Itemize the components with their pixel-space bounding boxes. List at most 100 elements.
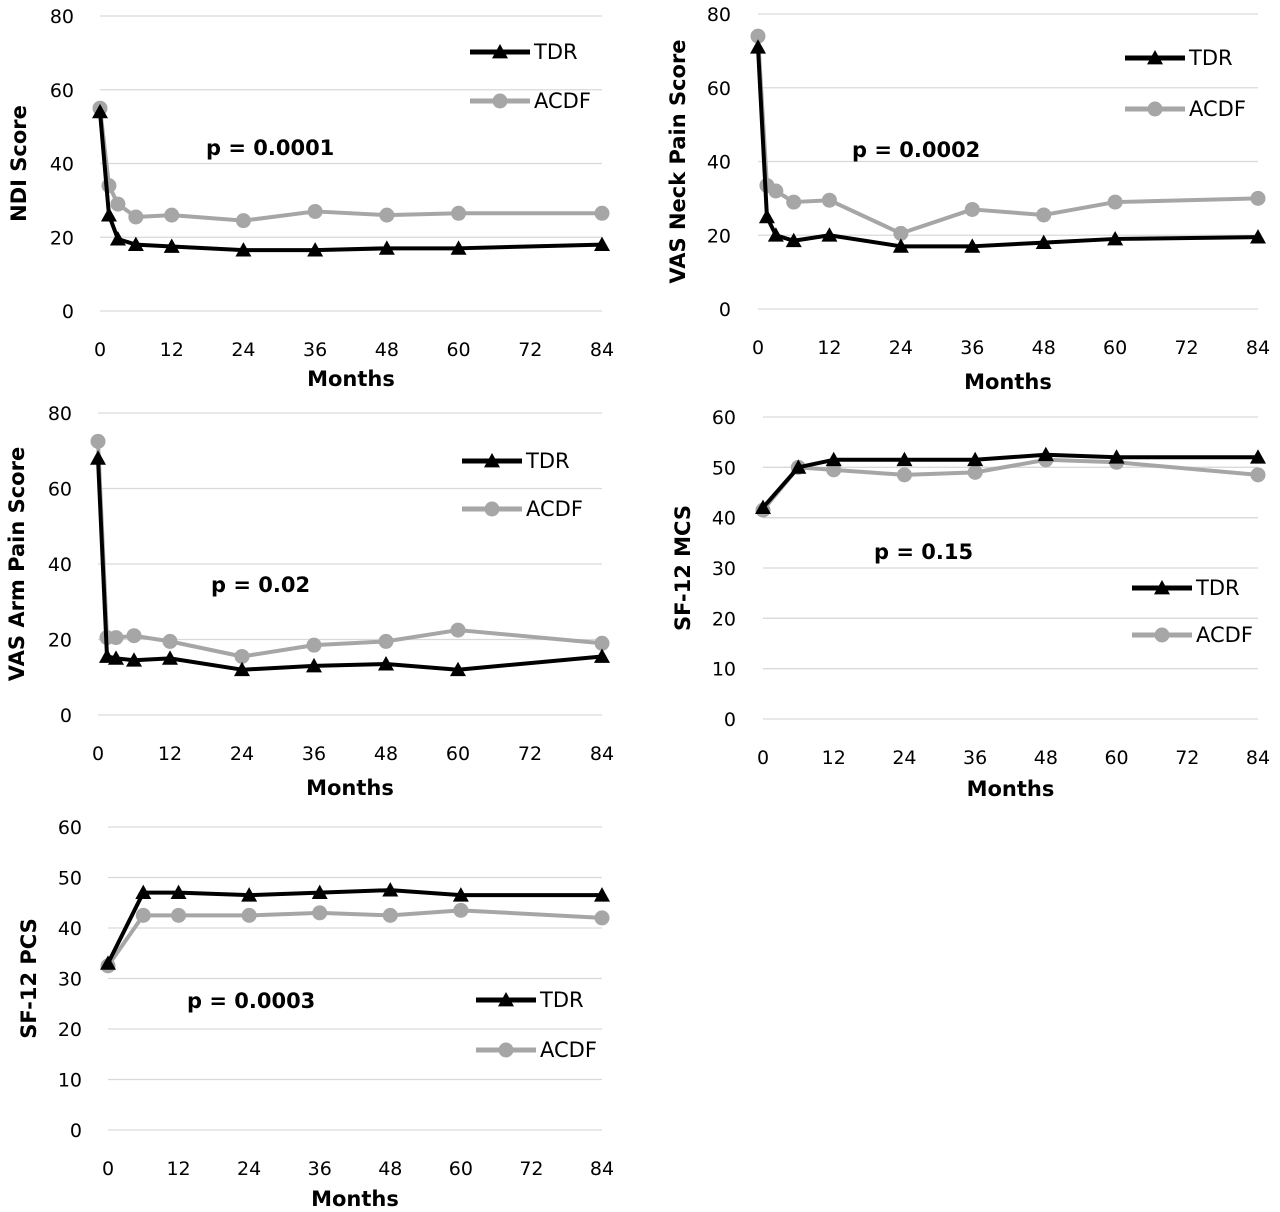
data-point-tdr xyxy=(108,650,124,665)
p-value-annotation: p = 0.0001 xyxy=(206,136,334,160)
y-axis-title: VAS Neck Pain Score xyxy=(666,39,690,283)
legend-label-tdr: TDR xyxy=(539,988,584,1012)
p-value-annotation: p = 0.15 xyxy=(874,540,973,564)
y-tick-label: 60 xyxy=(707,78,731,100)
x-tick-label: 60 xyxy=(1104,747,1128,769)
y-tick-label: 10 xyxy=(712,659,736,681)
y-tick-label: 50 xyxy=(58,868,82,890)
y-tick-label: 0 xyxy=(719,299,731,321)
data-point-acdf xyxy=(768,183,784,199)
legend-marker-acdf xyxy=(1154,627,1170,643)
chart-panel-2: 0 20 40 60 80 0 12 24 36 48 60 72 84 Months VAS Neck P… xyxy=(666,4,1270,394)
data-point-tdr xyxy=(1107,230,1124,246)
legend-marker-acdf xyxy=(484,501,500,517)
data-point-acdf xyxy=(594,635,610,651)
x-tick-label: 0 xyxy=(92,743,104,765)
y-tick-label: 80 xyxy=(48,403,72,425)
data-point-tdr xyxy=(1108,449,1125,464)
data-point-acdf xyxy=(128,209,144,225)
data-point-tdr xyxy=(135,884,152,900)
data-point-tdr xyxy=(896,451,913,467)
data-point-acdf xyxy=(786,194,802,210)
x-tick-label: 72 xyxy=(1174,337,1198,359)
x-tick-label: 84 xyxy=(590,339,614,361)
data-point-acdf xyxy=(750,28,766,44)
data-point-tdr xyxy=(127,236,144,252)
p-value-annotation: p = 0.0003 xyxy=(187,989,315,1013)
data-point-acdf xyxy=(893,225,909,241)
x-tick-label: 48 xyxy=(1032,337,1056,359)
data-point-acdf xyxy=(110,196,126,212)
legend-label-tdr: TDR xyxy=(1195,576,1240,600)
legend-label-acdf: ACDF xyxy=(1196,623,1253,647)
y-tick-label: 40 xyxy=(48,554,72,576)
x-tick-label: 24 xyxy=(889,337,913,359)
y-tick-label: 60 xyxy=(50,80,74,102)
y-tick-label: 0 xyxy=(70,1120,82,1142)
x-tick-label: 48 xyxy=(378,1158,402,1180)
data-point-tdr xyxy=(378,240,395,255)
legend-label-acdf: ACDF xyxy=(540,1038,597,1062)
legend-label-tdr: TDR xyxy=(533,40,578,64)
legend-marker-acdf xyxy=(498,1042,514,1058)
series-line-tdr xyxy=(756,47,1259,249)
data-point-tdr xyxy=(126,652,142,667)
data-point-tdr xyxy=(758,208,775,224)
y-axis-title: SF-12 PCS xyxy=(17,918,41,1038)
data-point-acdf xyxy=(126,628,142,644)
x-tick-label: 60 xyxy=(446,743,470,765)
legend-label-tdr: TDR xyxy=(525,449,570,473)
data-point-tdr xyxy=(1250,229,1266,244)
data-point-acdf xyxy=(108,630,124,646)
legend-label-acdf: ACDF xyxy=(1189,97,1246,121)
data-point-acdf xyxy=(101,178,117,194)
y-tick-label: 10 xyxy=(58,1070,82,1092)
x-tick-label: 48 xyxy=(374,743,398,765)
y-tick-label: 40 xyxy=(50,154,74,176)
data-point-tdr xyxy=(450,661,466,677)
y-tick-label: 80 xyxy=(50,6,74,28)
x-tick-label: 84 xyxy=(590,743,614,765)
x-tick-label: 12 xyxy=(166,1158,190,1180)
y-tick-label: 80 xyxy=(707,4,731,26)
x-axis-title: Months xyxy=(306,776,394,800)
x-tick-label: 48 xyxy=(375,339,399,361)
series-line-acdf xyxy=(98,107,602,223)
x-axis-title: Months xyxy=(311,1187,399,1211)
data-point-tdr xyxy=(99,648,115,663)
data-point-acdf xyxy=(234,648,250,664)
data-point-acdf xyxy=(171,907,187,923)
data-point-tdr xyxy=(790,459,807,474)
data-point-acdf xyxy=(450,622,466,638)
x-tick-label: 12 xyxy=(158,743,182,765)
data-point-tdr xyxy=(235,242,252,257)
y-tick-label: 40 xyxy=(707,152,731,174)
data-point-tdr xyxy=(100,207,117,222)
data-point-acdf xyxy=(1250,467,1266,483)
data-point-acdf xyxy=(1250,190,1266,206)
data-point-acdf xyxy=(379,207,395,223)
data-point-acdf xyxy=(1036,207,1052,223)
y-tick-label: 20 xyxy=(58,1019,82,1041)
data-point-tdr xyxy=(311,884,328,900)
y-tick-label: 30 xyxy=(58,969,82,991)
data-point-tdr xyxy=(382,882,399,897)
x-tick-label: 36 xyxy=(963,747,987,769)
data-point-tdr xyxy=(767,227,784,242)
x-tick-label: 24 xyxy=(237,1158,261,1180)
data-point-tdr xyxy=(821,227,838,242)
data-point-tdr xyxy=(170,884,187,900)
x-axis-title: Months xyxy=(964,370,1052,394)
y-tick-label: 60 xyxy=(712,407,736,429)
p-value-annotation: p = 0.02 xyxy=(211,573,310,597)
y-tick-label: 50 xyxy=(712,457,736,479)
series-line-tdr xyxy=(98,111,603,253)
y-tick-label: 20 xyxy=(50,227,74,249)
x-tick-label: 60 xyxy=(449,1158,473,1180)
data-point-tdr xyxy=(1035,234,1052,250)
legend-marker-tdr xyxy=(498,992,514,1007)
x-tick-label: 0 xyxy=(102,1158,114,1180)
data-point-tdr xyxy=(307,242,324,257)
data-point-acdf xyxy=(382,907,398,923)
x-tick-label: 12 xyxy=(160,339,184,361)
